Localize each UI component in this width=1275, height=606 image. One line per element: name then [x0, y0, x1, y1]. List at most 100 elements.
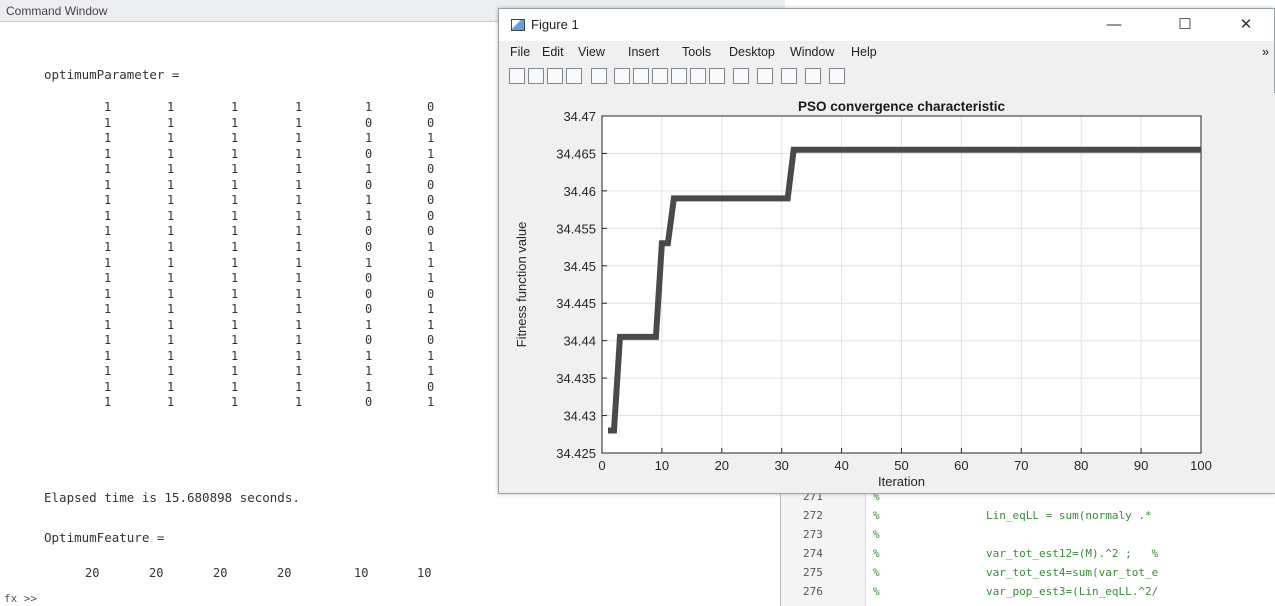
menu-file[interactable]: File: [510, 45, 530, 59]
comment-marker: %: [873, 547, 880, 560]
matrix-cell: 0: [427, 380, 434, 394]
editor-line[interactable]: 274% var_tot_est12=(M).^2 ; %: [781, 547, 1275, 565]
menu-help[interactable]: Help: [851, 45, 877, 59]
x-tick-label: 90: [1134, 458, 1148, 473]
matrix-cell: 1: [427, 131, 434, 145]
menu-edit[interactable]: Edit: [542, 45, 564, 59]
y-axis-label: Fitness function value: [514, 222, 529, 348]
editor-line[interactable]: 272% Lin_eqLL = sum(normaly .*: [781, 509, 1275, 527]
new-figure-icon[interactable]: [509, 68, 525, 84]
zoom-out-icon[interactable]: [633, 68, 649, 84]
line-number: 273: [803, 528, 823, 541]
matrix-cell: 1: [104, 380, 111, 394]
x-tick-label: 10: [655, 458, 669, 473]
matrix-cell: 1: [427, 271, 434, 285]
code-text: var_tot_est12=(M).^2 ; %: [986, 547, 1158, 560]
x-tick-label: 40: [834, 458, 848, 473]
rotate-icon[interactable]: [671, 68, 687, 84]
matrix-cell: 1: [365, 100, 372, 114]
menu-insert[interactable]: Insert: [628, 45, 659, 59]
matrix-cell: 1: [167, 193, 174, 207]
matrix-cell: 1: [104, 349, 111, 363]
matrix-cell: 1: [365, 318, 372, 332]
matrix-cell: 1: [295, 349, 302, 363]
x-axis-label: Iteration: [878, 474, 925, 489]
matrix-cell: 0: [365, 287, 372, 301]
save-icon[interactable]: [547, 68, 563, 84]
matrix-cell: 1: [295, 240, 302, 254]
x-tick-label: 20: [715, 458, 729, 473]
x-tick-label: 80: [1074, 458, 1088, 473]
matrix-cell: 1: [104, 333, 111, 347]
matrix-cell: 0: [427, 209, 434, 223]
matrix-cell: 1: [295, 380, 302, 394]
matrix-cell: 1: [104, 224, 111, 238]
output-feature-label: OptimumFeature =: [44, 530, 164, 545]
matrix-cell: 1: [295, 333, 302, 347]
matrix-cell: 1: [104, 147, 111, 161]
matrix-cell: 1: [295, 271, 302, 285]
open-file-icon[interactable]: [528, 68, 544, 84]
data-cursor-icon[interactable]: [690, 68, 706, 84]
menu-window[interactable]: Window: [790, 45, 834, 59]
code-text: var_pop_est3=(Lin_eqLL.^2/: [986, 585, 1158, 598]
colorbar-icon[interactable]: [757, 68, 773, 84]
matrix-cell: 1: [231, 364, 238, 378]
matrix-cell: 1: [231, 349, 238, 363]
editor-line[interactable]: 275% var_tot_est4=sum(var_tot_e: [781, 566, 1275, 584]
menu-overflow-icon[interactable]: »: [1262, 45, 1269, 59]
matrix-cell: 1: [295, 364, 302, 378]
comment-marker: %: [873, 566, 880, 579]
feature-value: 20: [277, 566, 291, 580]
editor-line[interactable]: 276% var_pop_est3=(Lin_eqLL.^2/: [781, 585, 1275, 603]
matrix-cell: 1: [231, 100, 238, 114]
matrix-cell: 0: [365, 302, 372, 316]
matrix-cell: 1: [295, 147, 302, 161]
matrix-cell: 0: [427, 116, 434, 130]
figure-titlebar[interactable]: Figure 1 — ☐ ✕: [499, 9, 1274, 41]
x-tick-label: 50: [894, 458, 908, 473]
matrix-cell: 1: [167, 364, 174, 378]
matrix-cell: 1: [365, 193, 372, 207]
link-icon[interactable]: [733, 68, 749, 84]
figure-title: Figure 1: [531, 17, 579, 32]
convergence-chart[interactable]: 0 10 20 30 40 50 60 70 80 90 100 34.425 34.43 34.435 3…: [499, 93, 1275, 493]
figure-app-icon: [511, 19, 525, 31]
command-prompt[interactable]: fx >>: [4, 592, 37, 605]
matrix-cell: 1: [231, 193, 238, 207]
matrix-cell: 1: [104, 318, 111, 332]
matrix-cell: 1: [427, 147, 434, 161]
matrix-cell: 1: [104, 100, 111, 114]
legend-icon[interactable]: [781, 68, 797, 84]
print-icon[interactable]: [566, 68, 582, 84]
figure-toolbar: [499, 65, 1274, 89]
figure-window[interactable]: Figure 1 — ☐ ✕ File Edit View Insert Too…: [498, 8, 1275, 494]
matrix-cell: 1: [167, 395, 174, 409]
property-editor-icon[interactable]: [805, 68, 821, 84]
matrix-cell: 1: [104, 256, 111, 270]
matrix-cell: 1: [427, 349, 434, 363]
y-tick-label: 34.43: [563, 409, 596, 424]
editor-line[interactable]: 273%: [781, 528, 1275, 546]
matrix-cell: 1: [427, 318, 434, 332]
menu-desktop[interactable]: Desktop: [729, 45, 775, 59]
matrix-cell: 1: [104, 209, 111, 223]
pointer-icon[interactable]: [591, 68, 607, 84]
matrix-cell: 1: [231, 162, 238, 176]
pan-icon[interactable]: [652, 68, 668, 84]
brush-icon[interactable]: [709, 68, 725, 84]
zoom-in-icon[interactable]: [614, 68, 630, 84]
hide-plot-tools-icon[interactable]: [829, 68, 845, 84]
matrix-cell: 1: [231, 116, 238, 130]
y-tick-label: 34.445: [556, 296, 596, 311]
x-tick-label: 0: [598, 458, 605, 473]
minimize-button[interactable]: —: [1099, 13, 1129, 37]
close-button[interactable]: ✕: [1231, 13, 1261, 37]
editor-panel[interactable]: 271% 272% Lin_eqLL = sum(normaly .* 273% 27…: [780, 488, 1275, 606]
maximize-button[interactable]: ☐: [1170, 13, 1200, 37]
menu-tools[interactable]: Tools: [682, 45, 711, 59]
plot-area[interactable]: 0 10 20 30 40 50 60 70 80 90 100 34.425 34.43 34.435 3…: [499, 93, 1275, 493]
matrix-cell: 0: [365, 116, 372, 130]
menu-view[interactable]: View: [578, 45, 605, 59]
matrix-cell: 1: [104, 162, 111, 176]
